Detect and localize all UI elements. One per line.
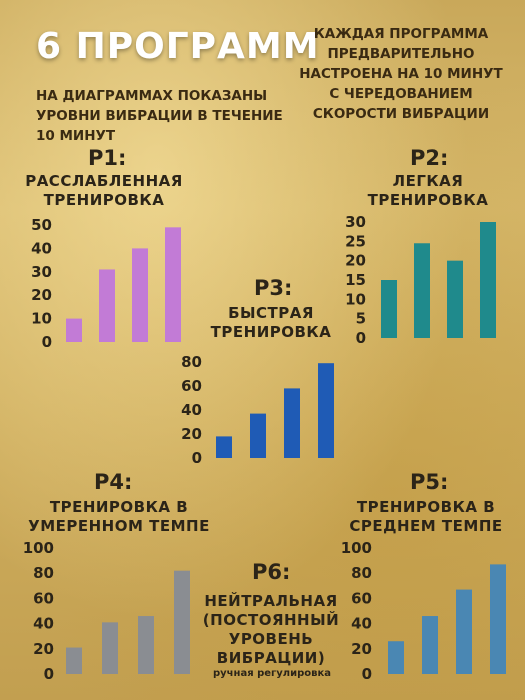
- p3-bar-1: [216, 436, 232, 458]
- p4-ytick: 0: [44, 665, 54, 683]
- p3-ytick: 0: [192, 449, 202, 467]
- p2-label: P2:: [410, 146, 449, 170]
- p2-ytick: 30: [345, 213, 366, 231]
- p5-label: P5:: [410, 470, 449, 494]
- p2-bar-3: [447, 260, 463, 338]
- p5-desc: ТРЕНИРОВКА В СРЕДНЕМ ТЕМПЕ: [349, 498, 503, 535]
- p4-bar-2: [102, 622, 118, 674]
- p4-label: P4:: [94, 470, 133, 494]
- p5-ytick: 40: [351, 615, 372, 633]
- p4-bar-3: [138, 616, 154, 674]
- p5-bar-4: [490, 564, 506, 674]
- p4-bar-1: [66, 647, 82, 674]
- p5-ytick: 20: [351, 640, 372, 658]
- p2-bar-4: [480, 222, 496, 338]
- subtitle-right: КАЖДАЯ ПРОГРАММА ПРЕДВАРИТЕЛЬНО НАСТРОЕН…: [299, 26, 503, 122]
- p3-desc: БЫСТРАЯ ТРЕНИРОВКА: [210, 304, 332, 341]
- p1-desc: РАССЛАБЛЕННАЯ ТРЕНИРОВКА: [25, 172, 183, 209]
- p2-bar-1: [381, 280, 397, 338]
- p5-bar-1: [388, 641, 404, 674]
- p3-bar-4: [318, 363, 334, 458]
- p3-ytick: 20: [181, 425, 202, 443]
- p2-ytick: 5: [356, 310, 366, 328]
- p1-ytick: 10: [31, 310, 52, 328]
- p5-bar-3: [456, 589, 472, 674]
- p6-desc: НЕЙТРАЛЬНАЯ (ПОСТОЯННЫЙ УРОВЕНЬ ВИБРАЦИИ…: [202, 592, 340, 667]
- p4-ytick: 40: [33, 615, 54, 633]
- p1-bar-3: [132, 248, 148, 342]
- p1-label: P1:: [88, 146, 127, 170]
- p6-note: ручная регулировка: [213, 668, 332, 679]
- subtitle-left: НА ДИАГРАММАХ ПОКАЗАНЫ УРОВНИ ВИБРАЦИИ В…: [36, 88, 283, 144]
- p2-ytick: 25: [345, 232, 366, 250]
- p3-bar-3: [284, 388, 300, 458]
- p2-ytick: 0: [356, 329, 366, 347]
- p1-bar-4: [165, 227, 181, 342]
- p3-ytick: 80: [181, 353, 202, 371]
- p4-bar-4: [174, 570, 190, 674]
- page-title: 6 ПРОГРАММ: [36, 26, 320, 67]
- p5-ytick: 0: [362, 665, 372, 683]
- p5-bar-2: [422, 616, 438, 674]
- p4-desc: ТРЕНИРОВКА В УМЕРЕННОМ ТЕМПЕ: [28, 498, 210, 535]
- p1-ytick: 50: [31, 216, 52, 234]
- p1-ytick: 20: [31, 286, 52, 304]
- p4-ytick: 60: [33, 589, 54, 607]
- p6-label: P6:: [252, 560, 291, 584]
- p5-ytick: 100: [341, 539, 372, 557]
- p5-ytick: 80: [351, 564, 372, 582]
- p4-ytick: 100: [23, 539, 54, 557]
- p3-label: P3:: [254, 276, 293, 300]
- p2-ytick: 10: [345, 290, 366, 308]
- p1-ytick: 30: [31, 263, 52, 281]
- p3-ytick: 60: [181, 377, 202, 395]
- p1-bar-1: [66, 318, 82, 342]
- p2-ytick: 15: [345, 271, 366, 289]
- p1-ytick: 40: [31, 239, 52, 257]
- p1-ytick: 0: [42, 333, 52, 351]
- p1-bar-2: [99, 269, 115, 342]
- p5-ytick: 60: [351, 589, 372, 607]
- p3-ytick: 40: [181, 401, 202, 419]
- p2-desc: ЛЕГКАЯ ТРЕНИРОВКА: [367, 172, 489, 209]
- p2-bar-2: [414, 243, 430, 338]
- p4-ytick: 80: [33, 564, 54, 582]
- p3-bar-2: [250, 413, 266, 458]
- p2-ytick: 20: [345, 252, 366, 270]
- p4-ytick: 20: [33, 640, 54, 658]
